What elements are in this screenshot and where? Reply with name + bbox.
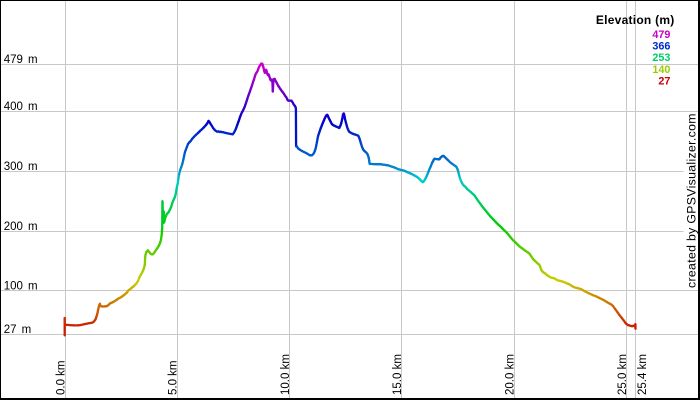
svg-text:140: 140 [652,64,670,76]
svg-text:5.0 km: 5.0 km [168,360,180,395]
svg-text:25.4 km: 25.4 km [637,354,649,395]
svg-text:25.0 km: 25.0 km [617,354,629,395]
svg-text:20.0 km: 20.0 km [505,354,517,395]
svg-text:479: 479 [652,29,670,41]
svg-text:10.0 km: 10.0 km [280,354,292,395]
svg-text:created by GPSVisualizer.com: created by GPSVisualizer.com [685,113,699,288]
svg-text:27: 27 [658,76,670,88]
svg-text:Elevation (m): Elevation (m) [596,13,675,27]
svg-text:0.0 km: 0.0 km [55,360,67,395]
svg-text:366: 366 [652,41,670,53]
svg-text:253: 253 [652,52,670,64]
svg-text:15.0 km: 15.0 km [392,354,404,395]
